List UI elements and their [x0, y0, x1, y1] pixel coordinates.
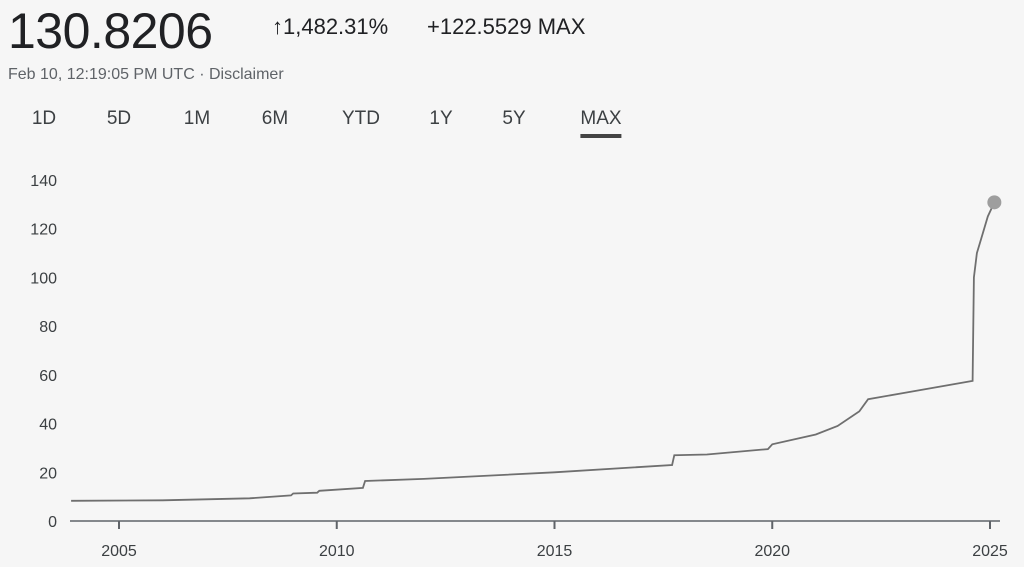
change-absolute-value: +122.5529 [427, 14, 532, 39]
range-label: MAX [537, 14, 586, 39]
disclaimer-link[interactable]: Disclaimer [208, 66, 284, 83]
x-tick-label: 2005 [101, 543, 137, 560]
y-tick-label: 120 [30, 222, 57, 239]
y-tick-label: 60 [39, 368, 57, 385]
change-percent: ↑1,482.31% [272, 14, 388, 40]
x-tick-label: 2025 [972, 543, 1008, 560]
x-tick-label: 2015 [537, 543, 573, 560]
y-tick-label: 140 [30, 173, 57, 190]
tab-1m[interactable]: 1M [183, 108, 211, 129]
tab-max[interactable]: MAX [580, 108, 622, 138]
tab-5y[interactable]: 5Y [502, 108, 526, 129]
change-absolute: +122.5529 MAX [427, 14, 585, 40]
y-tick-label: 100 [30, 270, 57, 287]
tab-1d[interactable]: 1D [31, 108, 57, 129]
change-percent-value: 1,482.31% [283, 14, 389, 39]
current-price: 130.8206 [8, 3, 213, 59]
current-price-marker [987, 195, 1002, 210]
tab-1y[interactable]: 1Y [429, 108, 453, 129]
separator: · [194, 66, 209, 83]
tab-5d[interactable]: 5D [106, 108, 132, 129]
range-tabs: 1D 5D 1M 6M YTD 1Y 5Y MAX [0, 108, 640, 138]
arrow-up-icon: ↑ [272, 14, 283, 39]
y-tick-label: 80 [39, 319, 57, 336]
x-tick-label: 2020 [754, 543, 790, 560]
y-tick-label: 40 [39, 417, 57, 434]
tab-6m[interactable]: 6M [261, 108, 289, 129]
price-line [71, 201, 996, 502]
timestamp-line: Feb 10, 12:19:05 PM UTC · Disclaimer [8, 66, 284, 84]
y-tick-label: 0 [48, 514, 57, 531]
timestamp: Feb 10, 12:19:05 PM UTC [8, 66, 195, 83]
tab-ytd[interactable]: YTD [342, 108, 380, 129]
y-tick-label: 20 [39, 465, 57, 482]
x-tick-label: 2010 [319, 543, 355, 560]
